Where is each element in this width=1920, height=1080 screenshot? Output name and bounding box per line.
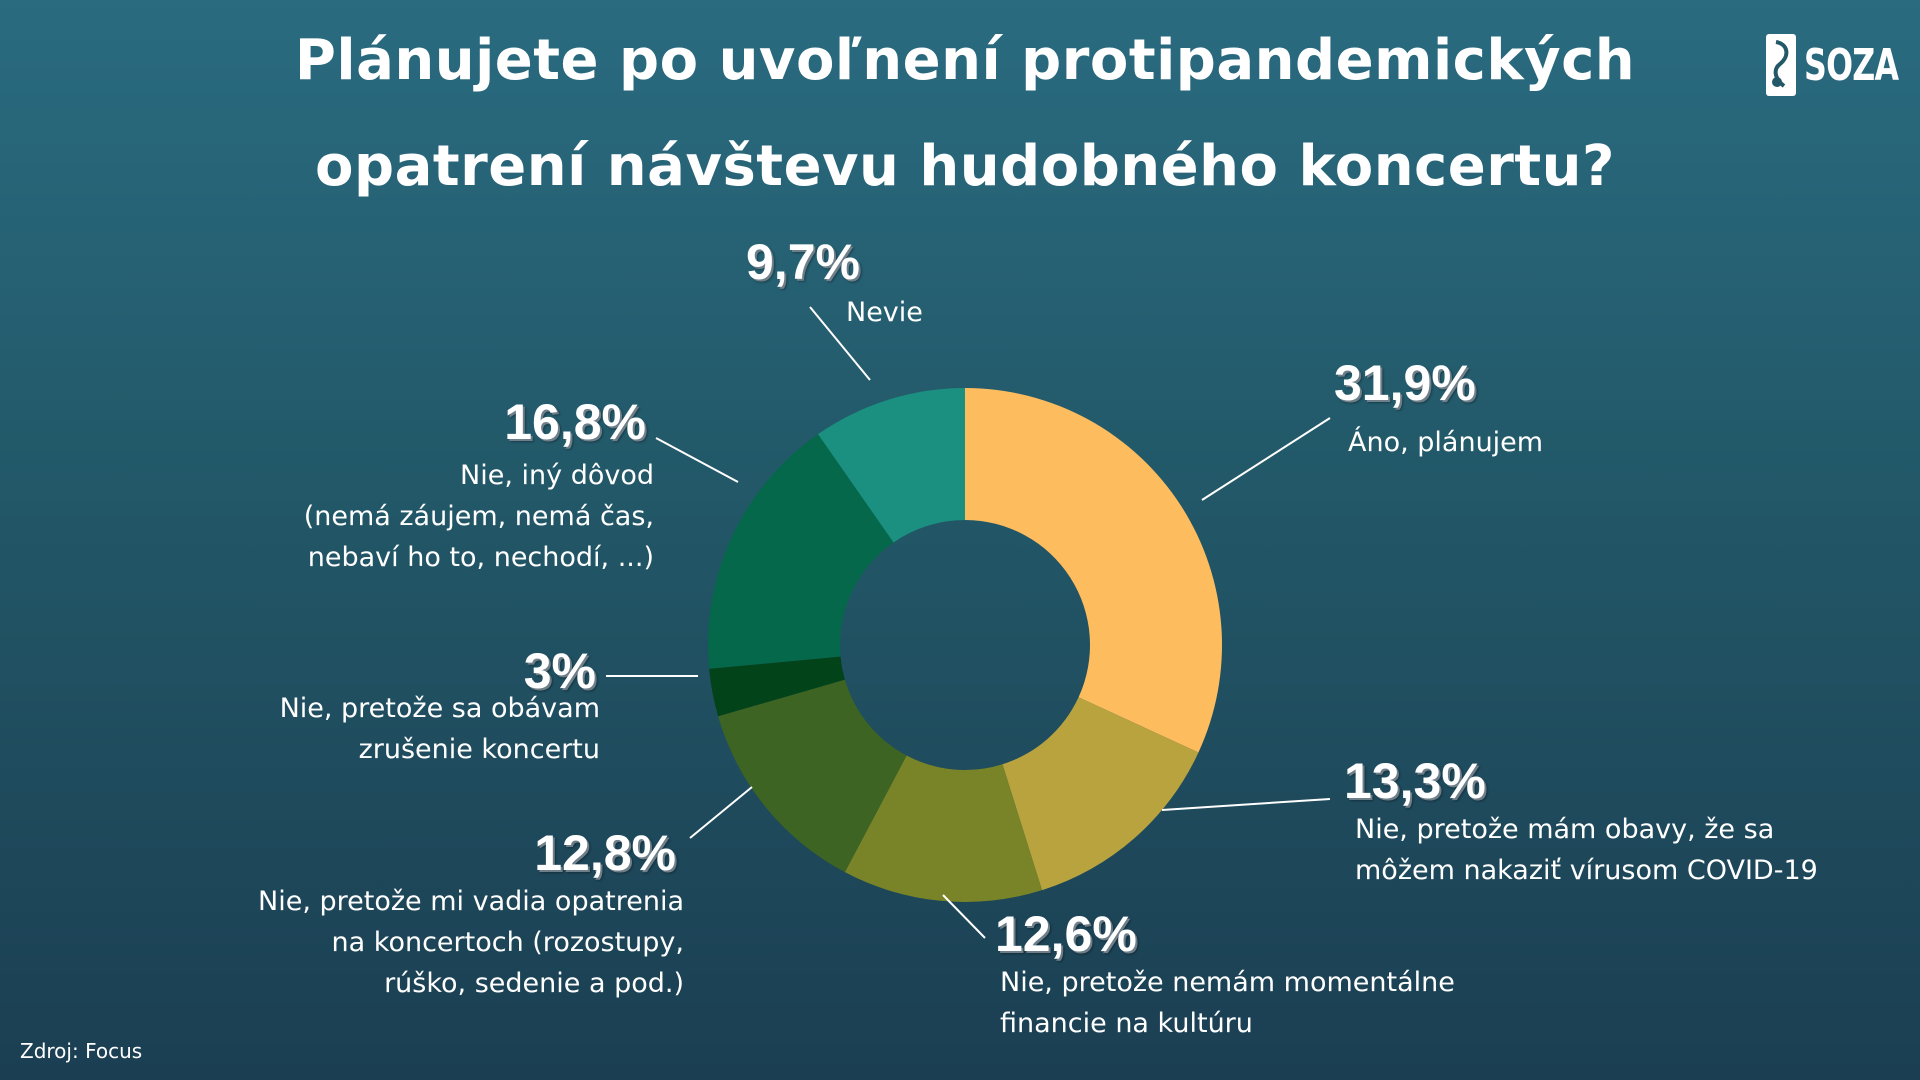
leader-line-nevie [809, 306, 871, 381]
slice-label-line: Nie, pretože sa obávam [279, 693, 600, 724]
slice-label-line: Nevie [846, 297, 923, 328]
leader-line-ano [1201, 417, 1331, 501]
slice-label-nevie: Nevie [846, 292, 923, 333]
donut-slice-opatrenia [718, 679, 907, 873]
slice-label-financie: Nie, pretože nemám momentálne financie n… [1000, 962, 1455, 1044]
slice-label-line: zrušenie koncertu [358, 734, 600, 765]
slice-label-line: na koncertoch (rozostupy, [331, 927, 684, 958]
chart-title-line-2: opatrení návštevu hudobného koncertu? [315, 134, 1615, 199]
slice-label-line: financie na kultúru [1000, 1008, 1253, 1039]
slice-label-line: Nie, pretože mám obavy, že sa [1355, 814, 1775, 845]
slice-label-line: nebaví ho to, nechodí, ...) [307, 542, 654, 573]
leader-line-opatrenia [689, 786, 753, 839]
soza-note-icon [1766, 34, 1796, 96]
slice-label-line: (nemá záujem, nemá čas, [303, 501, 654, 532]
leader-line-financie [942, 894, 986, 939]
slice-label-line: Áno, plánujem [1348, 427, 1544, 458]
soza-logo: SOZA [1766, 34, 1899, 98]
pct-label-opatrenia: 12,8% [534, 825, 676, 881]
donut-slice-financie [844, 755, 1043, 902]
pct-label-zrusenie: 3% [523, 643, 596, 699]
pct-label-ano: 31,9% [1334, 355, 1476, 411]
slice-label-ano: Áno, plánujem [1348, 422, 1543, 463]
source-note: Zdroj: Focus [20, 1039, 143, 1063]
pct-label-financie: 12,6% [995, 906, 1137, 962]
donut-slice-zrusenie [709, 656, 845, 717]
slice-label-line: Nie, pretože mi vadia opatrenia [258, 886, 684, 917]
slice-label-line: Nie, pretože nemám momentálne [1000, 967, 1455, 998]
pct-label-covid: 13,3% [1344, 753, 1486, 809]
slice-label-iny-dovod: Nie, iný dôvod (nemá záujem, nemá čas, n… [200, 455, 654, 578]
leader-line-covid [1161, 798, 1331, 811]
pct-label-iny-dovod: 16,8% [504, 394, 646, 450]
slice-label-zrusenie: Nie, pretože sa obávam zrušenie koncertu [200, 688, 600, 770]
pct-label-nevie: 9,7% [746, 234, 860, 290]
soza-logo-text: SOZA [1804, 40, 1899, 91]
slice-label-line: Nie, iný dôvod [460, 460, 654, 491]
slice-label-covid: Nie, pretože mám obavy, že sa môžem naka… [1355, 809, 1818, 891]
chart-title-line-1: Plánujete po uvoľnení protipandemických [294, 28, 1636, 93]
slice-label-line: rúško, sedenie a pod.) [384, 968, 684, 999]
donut-slice-iny-dovod [707, 434, 894, 669]
donut-slice-nevie [818, 388, 965, 543]
donut-slice-covid [1002, 697, 1199, 891]
slice-label-line: môžem nakaziť vírusom COVID-19 [1355, 855, 1818, 886]
leader-line-iny-dovod [655, 437, 739, 483]
donut-slice-ano [965, 388, 1223, 753]
slice-label-opatrenia: Nie, pretože mi vadia opatrenia na konce… [200, 881, 684, 1004]
